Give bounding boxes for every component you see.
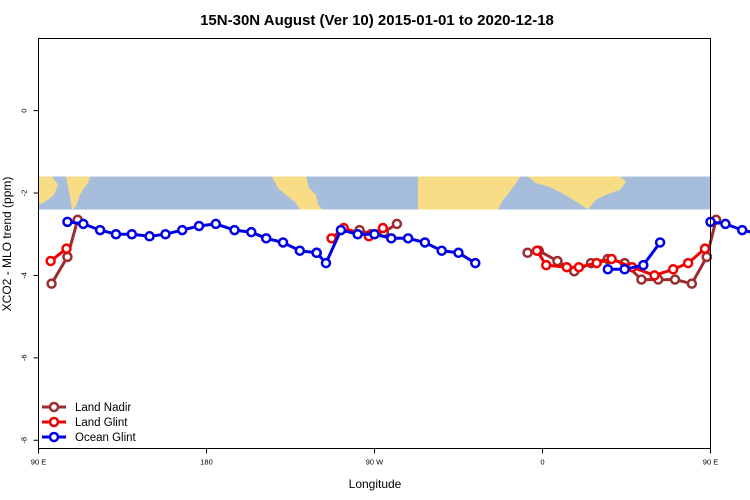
data-point-land-glint [591, 257, 602, 269]
chart-title: 15N-30N August (Ver 10) 2015-01-01 to 20… [200, 12, 554, 29]
x-tick-label: 0 [540, 458, 544, 467]
y-tick-label: 0 [20, 109, 29, 113]
y-tick-label: -2 [20, 190, 29, 197]
data-point-ocean-glint [311, 247, 322, 259]
data-point-land-nadir [701, 251, 713, 263]
data-point-ocean-glint [602, 264, 614, 275]
y-tick-label: -6 [20, 355, 29, 362]
legend-label: Land Nadir [75, 402, 131, 414]
data-point-ocean-glint [126, 228, 138, 240]
y-tick-label: -8 [20, 437, 29, 444]
legend: Land Nadir Land Glint Ocean Glint [42, 401, 137, 444]
x-tick-label: 180 [200, 458, 213, 467]
data-point-ocean-glint [453, 247, 464, 259]
data-point-land-nadir [636, 274, 647, 285]
data-point-land-glint [606, 253, 617, 265]
legend-item-land-glint: Land Glint [42, 416, 128, 429]
data-point-ocean-glint [246, 226, 257, 238]
data-point-ocean-glint [176, 224, 188, 236]
series-line-ocean-glint [67, 220, 317, 255]
data-point-land-glint [61, 243, 72, 254]
plot-frame [38, 38, 711, 449]
legend-swatch-marker [48, 416, 60, 428]
series-ocean-glint [62, 216, 750, 275]
continent-asia-east [66, 176, 90, 210]
y-axis-label: XCO2 - MLO trend (ppm) [0, 177, 14, 312]
data-point-ocean-glint [160, 228, 171, 240]
data-point-ocean-glint [720, 218, 731, 230]
data-point-ocean-glint [419, 237, 431, 248]
data-point-land-glint [561, 261, 573, 273]
data-point-ocean-glint [335, 224, 347, 236]
data-point-land-nadir [522, 247, 533, 259]
data-point-ocean-glint [638, 259, 649, 271]
data-point-land-glint [682, 257, 694, 269]
data-point-ocean-glint [277, 237, 289, 248]
legend-swatch-marker [48, 431, 60, 443]
data-point-land-glint [667, 264, 679, 275]
data-point-ocean-glint [369, 228, 380, 240]
legend-item-ocean-glint: Ocean Glint [42, 431, 137, 444]
data-point-ocean-glint [110, 228, 122, 240]
data-point-land-nadir [669, 274, 681, 285]
data-point-ocean-glint [229, 224, 240, 236]
x-tick-label: 90 E [703, 458, 718, 467]
data-point-land-glint [573, 261, 585, 273]
data-point-ocean-glint [144, 231, 155, 242]
data-point-land-glint [45, 255, 56, 267]
data-point-ocean-glint [654, 237, 666, 248]
data-point-ocean-glint [62, 216, 73, 228]
data-point-land-glint [649, 270, 660, 281]
legend-swatch-marker [48, 401, 60, 413]
data-point-ocean-glint [260, 233, 272, 244]
series-layer [45, 214, 750, 289]
data-point-ocean-glint [193, 220, 205, 232]
data-point-ocean-glint [352, 228, 363, 240]
data-point-land-nadir [62, 251, 73, 263]
data-point-ocean-glint [736, 224, 748, 236]
data-point-land-nadir [552, 255, 563, 267]
legend-item-land-nadir: Land Nadir [42, 401, 131, 414]
x-tick-label: 90 E [31, 458, 46, 467]
legend-label: Land Glint [75, 417, 128, 429]
y-tick-label: -4 [20, 272, 29, 279]
data-point-ocean-glint [436, 245, 447, 256]
data-point-land-glint [540, 259, 552, 271]
series-line-ocean-glint [607, 241, 662, 271]
data-point-ocean-glint [94, 224, 106, 236]
data-point-land-glint [377, 222, 389, 234]
continent-asia-west-edge [39, 176, 58, 205]
continent-india [528, 176, 626, 210]
continent-africa [418, 176, 520, 210]
data-point-ocean-glint [470, 257, 481, 269]
continent-americas [272, 176, 322, 210]
data-point-ocean-glint [320, 257, 332, 269]
data-point-ocean-glint [78, 218, 89, 230]
data-point-ocean-glint [402, 233, 414, 244]
y-axis-ticks: 0 -2 -4 -6 -8 [20, 109, 39, 444]
x-axis-label: Longitude [349, 477, 402, 491]
data-point-ocean-glint [619, 264, 630, 275]
data-point-ocean-glint [294, 245, 306, 256]
data-point-ocean-glint [386, 233, 397, 244]
data-point-land-glint [531, 245, 543, 256]
data-point-ocean-glint [210, 218, 222, 230]
x-axis-ticks: 90 E 180 90 W 0 90 E [31, 448, 718, 467]
data-point-land-glint [699, 243, 711, 254]
x-tick-label: 90 W [366, 458, 384, 467]
data-point-land-nadir [686, 278, 698, 289]
world-map-strip [39, 176, 710, 210]
legend-label: Ocean Glint [75, 432, 137, 444]
data-point-land-nadir [391, 218, 403, 230]
data-point-land-nadir [46, 278, 57, 289]
